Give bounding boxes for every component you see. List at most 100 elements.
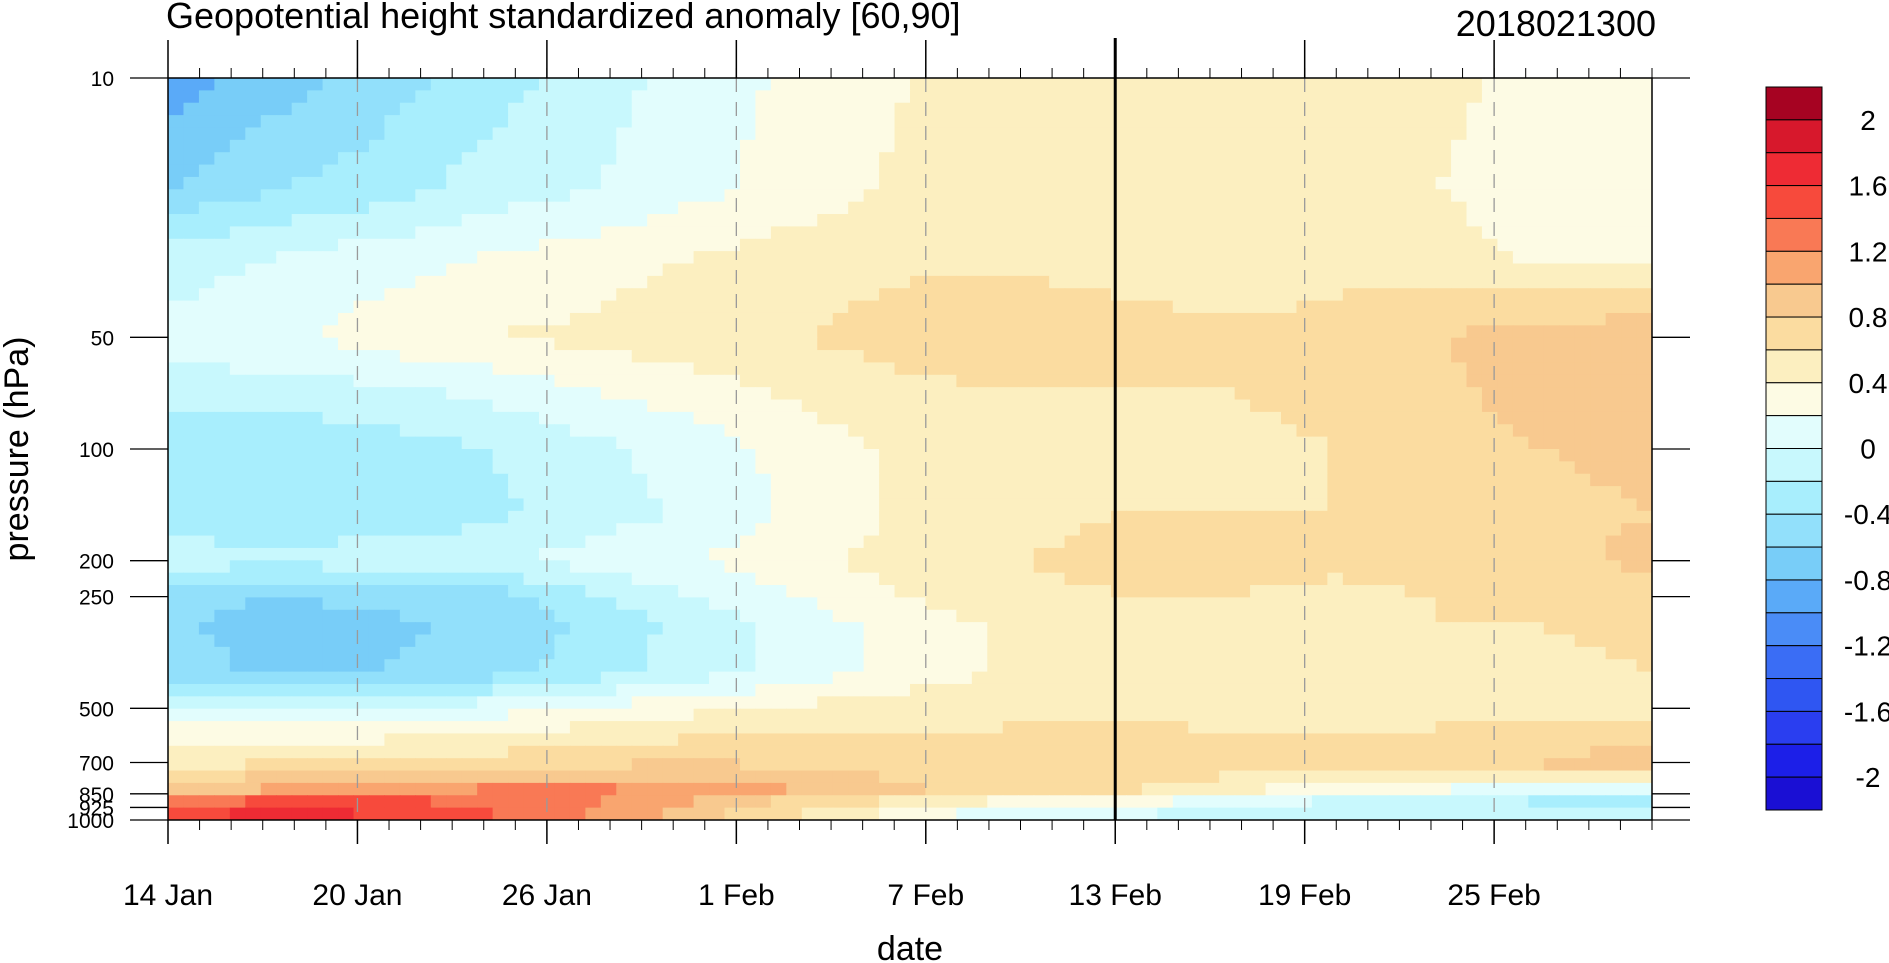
field-cell bbox=[1219, 609, 1236, 623]
field-cell bbox=[1497, 399, 1514, 413]
field-cell bbox=[1389, 214, 1406, 227]
field-cell bbox=[925, 115, 942, 129]
field-cell bbox=[1512, 176, 1529, 190]
field-cell bbox=[1451, 263, 1468, 277]
field-cell bbox=[739, 189, 757, 203]
field-cell bbox=[1265, 325, 1282, 339]
field-cell bbox=[291, 350, 308, 364]
field-cell bbox=[1481, 115, 1499, 129]
field-cell bbox=[801, 498, 818, 512]
field-cell bbox=[848, 115, 865, 129]
field-cell bbox=[678, 201, 695, 215]
field-cell bbox=[987, 473, 1004, 487]
field-cell bbox=[1126, 622, 1143, 636]
field-cell bbox=[616, 473, 633, 487]
field-cell bbox=[1203, 176, 1220, 190]
field-cell bbox=[508, 498, 525, 512]
field-cell bbox=[508, 263, 525, 277]
field-cell bbox=[1234, 176, 1251, 190]
field-cell bbox=[1559, 560, 1576, 574]
field-cell bbox=[492, 325, 509, 339]
field-cell bbox=[662, 708, 679, 722]
field-cell bbox=[508, 275, 525, 289]
field-cell bbox=[1157, 300, 1174, 314]
field-cell bbox=[631, 486, 648, 500]
field-cell bbox=[832, 325, 849, 339]
field-cell bbox=[1435, 387, 1452, 401]
field-cell bbox=[739, 288, 757, 302]
field-cell bbox=[307, 251, 324, 265]
field-cell bbox=[1018, 498, 1035, 512]
field-cell bbox=[1481, 683, 1499, 697]
field-cell bbox=[1373, 115, 1390, 129]
field-cell bbox=[1559, 486, 1576, 500]
field-cell bbox=[987, 696, 1004, 710]
field-cell bbox=[1590, 201, 1607, 215]
field-cell bbox=[1281, 473, 1298, 487]
field-cell bbox=[1528, 424, 1545, 438]
field-cell bbox=[631, 461, 648, 475]
field-cell bbox=[168, 622, 185, 636]
field-cell bbox=[569, 547, 586, 561]
field-cell bbox=[569, 238, 586, 252]
field-cell bbox=[554, 585, 571, 598]
field-cell bbox=[770, 263, 787, 277]
field-cell bbox=[446, 127, 463, 141]
field-cell bbox=[322, 152, 339, 166]
field-cell bbox=[1528, 115, 1545, 129]
field-cell bbox=[1172, 585, 1189, 598]
field-cell bbox=[1435, 560, 1452, 574]
field-cell bbox=[678, 350, 695, 364]
field-cell bbox=[1605, 350, 1622, 364]
field-cell bbox=[910, 683, 927, 697]
field-cell bbox=[368, 189, 386, 203]
field-cell bbox=[1311, 176, 1328, 190]
field-cell bbox=[554, 547, 571, 561]
field-cell bbox=[1049, 312, 1066, 326]
field-cell bbox=[492, 288, 509, 302]
field-cell bbox=[415, 350, 432, 364]
field-cell bbox=[415, 300, 432, 314]
field-cell bbox=[477, 152, 494, 166]
field-cell bbox=[1018, 646, 1035, 660]
field-cell bbox=[1327, 387, 1344, 401]
anomaly-field bbox=[168, 78, 1652, 820]
field-cell bbox=[1435, 708, 1452, 722]
field-cell bbox=[1080, 325, 1097, 339]
field-cell bbox=[662, 461, 679, 475]
field-cell bbox=[1311, 337, 1328, 351]
field-cell bbox=[1049, 449, 1066, 462]
field-cell bbox=[569, 461, 586, 475]
field-cell bbox=[384, 646, 401, 660]
field-cell bbox=[554, 510, 571, 524]
field-cell bbox=[1157, 461, 1174, 475]
field-cell bbox=[1311, 473, 1328, 487]
field-cell bbox=[832, 152, 849, 166]
field-cell bbox=[1528, 362, 1545, 376]
field-cell bbox=[1033, 214, 1050, 227]
field-cell bbox=[1265, 671, 1282, 685]
field-cell bbox=[1358, 189, 1375, 203]
field-cell bbox=[585, 90, 602, 104]
field-cell bbox=[600, 251, 617, 265]
field-cell bbox=[477, 238, 494, 252]
field-cell bbox=[1311, 708, 1328, 722]
field-cell bbox=[1002, 275, 1019, 289]
field-cell bbox=[554, 288, 571, 302]
field-cell bbox=[322, 486, 339, 500]
field-cell bbox=[1543, 585, 1560, 598]
field-cell bbox=[1157, 127, 1174, 141]
field-cell bbox=[910, 424, 927, 438]
field-cell bbox=[1590, 214, 1607, 227]
field-cell bbox=[523, 708, 540, 722]
field-cell bbox=[879, 597, 896, 611]
field-cell bbox=[755, 473, 772, 487]
field-cell bbox=[724, 300, 741, 314]
field-cell bbox=[229, 127, 246, 141]
field-cell bbox=[569, 288, 586, 302]
field-cell bbox=[1080, 486, 1097, 500]
field-cell bbox=[276, 201, 293, 215]
field-cell bbox=[1311, 424, 1328, 438]
field-cell bbox=[1420, 597, 1437, 611]
field-cell bbox=[477, 263, 494, 277]
